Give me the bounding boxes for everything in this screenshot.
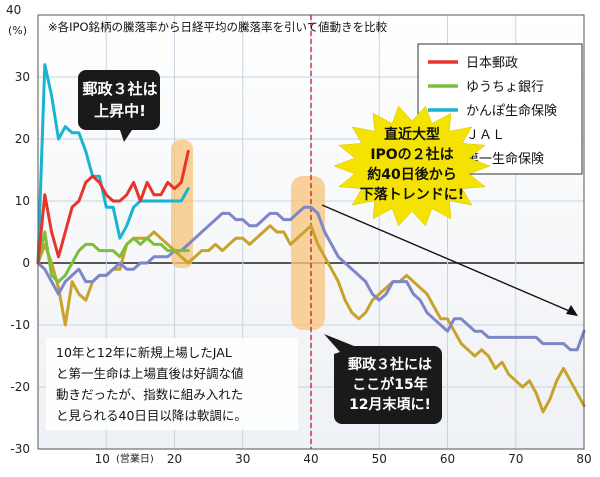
- x-tick-label: 40: [303, 452, 318, 466]
- legend-label: 第一生命保険: [466, 151, 544, 167]
- downtrend-arrow-head: [566, 305, 578, 316]
- burst-downtrend-note: 直近大型 IPOの２社は 約40日後から 下落トレンドに!: [333, 105, 491, 227]
- bubble-bottom-line-2: ここが15年: [352, 376, 427, 393]
- y-tick-label: -30: [10, 442, 30, 456]
- series-line-0: [36, 149, 190, 265]
- bottom-note: 10年と12年に新規上場したJAL と第一生命は上場直後は好調な値 動きだったが…: [46, 338, 298, 430]
- x-tick-label: 20: [167, 452, 182, 466]
- series-line-4: [36, 205, 586, 352]
- burst-line-3: 約40日後から: [367, 166, 456, 183]
- legend-label: ゆうちょ銀行: [466, 80, 544, 95]
- y-tick-label: 0: [22, 256, 30, 270]
- series-line-2: [36, 63, 190, 265]
- bubble-top-left-line-2: 上昇中!: [94, 102, 146, 120]
- bubble-shape: [78, 70, 160, 142]
- y-axis-unit-label: (%): [8, 24, 27, 37]
- chart-subtitle: ※各IPO銘柄の騰落率から日経平均の騰落率を引いて値動きを比較: [48, 20, 388, 34]
- highlight-column-day-40: [291, 176, 325, 330]
- axis-layer: -30 -20 -10 0 10 20 30 10 20 30 40 50 60 70 80: [10, 70, 591, 466]
- bubble-top-left-line-1: 郵政３社は: [82, 80, 157, 98]
- x-tick-label: 30: [235, 452, 250, 466]
- series-line-1: [36, 230, 190, 284]
- bottom-note-background: [46, 338, 298, 430]
- bottom-note-line-2: と第一生命は上場直後は好調な値: [56, 366, 244, 381]
- bubble-yusei-timing: 郵政３社には ここが15年 12月末頃に!: [324, 334, 442, 424]
- bubble-yusei-rising: 郵政３社は 上昇中!: [78, 70, 160, 142]
- bottom-note-line-3: 動きだったが、指数に組み入れた: [56, 387, 243, 402]
- legend-label: 日本郵政: [466, 56, 518, 71]
- bubble-bottom-line-3: 12月末頃に!: [349, 396, 431, 413]
- x-axis-unit-label: (営業日): [116, 452, 154, 465]
- series-layer: [36, 63, 586, 414]
- x-tick-label: 10: [95, 452, 110, 466]
- y-tick-label: -10: [10, 318, 30, 332]
- y-tick-label: 30: [15, 70, 30, 84]
- burst-line-4: 下落トレンドに!: [360, 186, 464, 203]
- y-tick-label: 20: [15, 132, 30, 146]
- x-tick-label: 70: [508, 452, 523, 466]
- burst-line-2: IPOの２社は: [370, 146, 453, 163]
- bottom-note-line-4: と見られる40日目以降は軟調に。: [56, 408, 247, 423]
- plot-frame: [37, 14, 585, 450]
- highlight-column-yusei-rising: [171, 140, 193, 268]
- legend-label: ＪＡＬ: [466, 128, 505, 143]
- bubble-bottom-shape: [324, 334, 442, 424]
- burst-line-1: 直近大型: [384, 126, 440, 143]
- bubble-bottom-line-1: 郵政３社には: [348, 356, 432, 373]
- x-tick-label: 60: [440, 452, 455, 466]
- x-tick-label: 50: [372, 452, 387, 466]
- bottom-note-line-1: 10年と12年に新規上場したJAL: [56, 345, 232, 360]
- y-tick-label: -20: [10, 380, 30, 394]
- y-axis-top-tick: 40: [6, 3, 21, 17]
- downtrend-arrow-line: [321, 204, 575, 314]
- legend-label: かんぽ生命保険: [466, 103, 557, 119]
- burst-shape: [333, 105, 491, 227]
- x-tick-label: 80: [576, 452, 591, 466]
- y-tick-label: 10: [15, 194, 30, 208]
